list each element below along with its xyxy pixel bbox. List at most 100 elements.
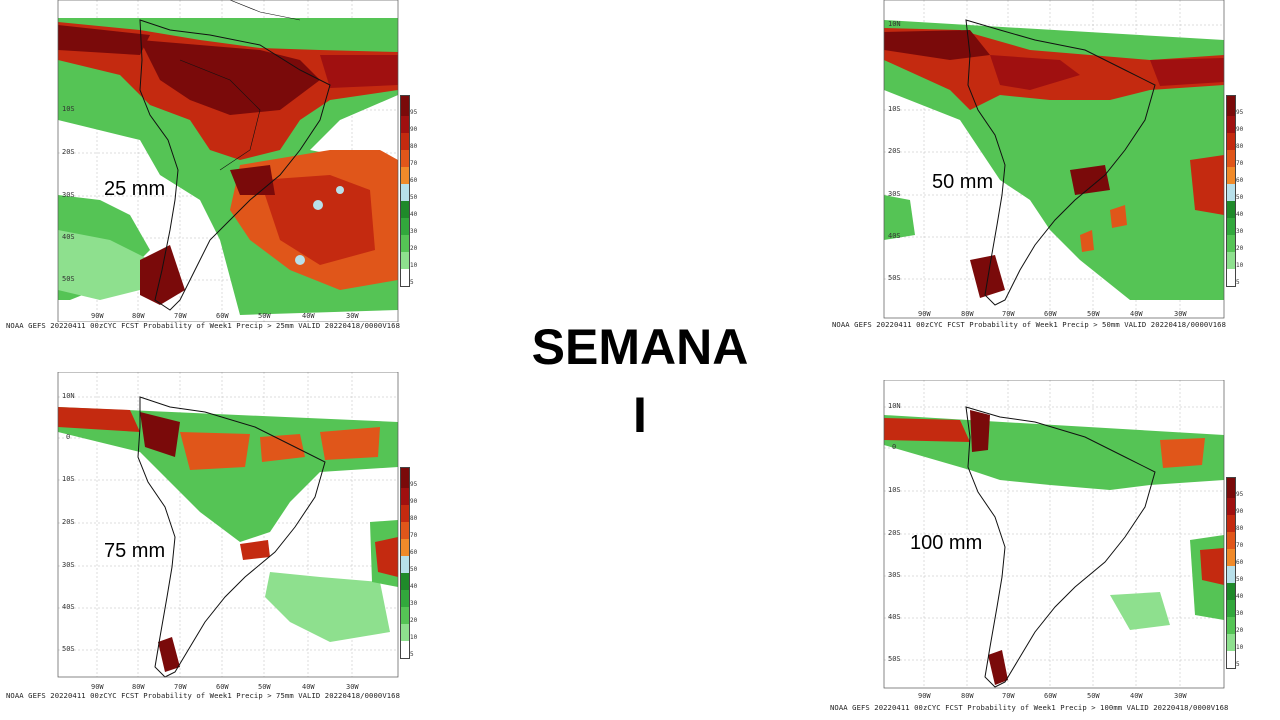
lat-label: 10S	[888, 105, 901, 113]
colorbar-tick: 30	[410, 600, 418, 607]
colorbar-ticks: 95 90 80 70 60 50 40 30 20 10 5	[1236, 95, 1256, 295]
colorbar-tick: 60	[410, 177, 418, 184]
lon-label: 60W	[1044, 310, 1057, 318]
lat-label: 30S	[888, 571, 901, 579]
colorbar-tick: 20	[1236, 627, 1244, 634]
colorbar-tick: 10	[410, 634, 418, 641]
lat-label: 10S	[888, 486, 901, 494]
lat-label: 40S	[888, 232, 901, 240]
lat-label: 50S	[888, 655, 901, 663]
colorbar-tick: 90	[410, 498, 418, 505]
colorbar-tick: 95	[410, 481, 418, 488]
lon-label: 60W	[1044, 692, 1057, 700]
colorbar-tick: 40	[410, 583, 418, 590]
threshold-label-50mm: 50 mm	[932, 171, 994, 193]
colorbar	[400, 95, 410, 287]
map-panel-50mm: 10N 10S 20S 30S 40S 50S 90W 80W 70W 60W …	[830, 0, 1280, 335]
colorbar-tick: 95	[1236, 491, 1244, 498]
lon-label: 70W	[174, 683, 187, 691]
colorbar-tick: 10	[410, 262, 418, 269]
lat-label: 40S	[888, 613, 901, 621]
lon-label: 50W	[258, 312, 271, 320]
lat-label: 10S	[62, 475, 75, 483]
colorbar-tick: 95	[1236, 109, 1244, 116]
map-caption: NOAA GEFS 20220411 00zCYC FCST Probabili…	[830, 703, 1229, 712]
lat-label: 0	[66, 433, 71, 441]
colorbar-tick: 20	[1236, 245, 1244, 252]
lon-label: 70W	[1002, 692, 1015, 700]
colorbar-tick: 90	[1236, 126, 1244, 133]
lon-label: 50W	[258, 683, 271, 691]
lat-label: 20S	[62, 148, 75, 156]
lon-label: 40W	[1130, 310, 1143, 318]
colorbar-tick: 80	[410, 515, 418, 522]
lat-label: 40S	[62, 603, 75, 611]
colorbar-ticks: 95 90 80 70 60 50 40 30 20 10 5	[410, 467, 430, 667]
colorbar	[400, 467, 410, 659]
lat-label: 30S	[62, 561, 75, 569]
lat-label: 30S	[62, 191, 75, 199]
map-caption: NOAA GEFS 20220411 00zCYC FCST Probabili…	[832, 320, 1227, 329]
lat-label: 10N	[888, 402, 901, 410]
colorbar-tick: 30	[410, 228, 418, 235]
lat-label: 50S	[888, 274, 901, 282]
colorbar-ticks: 95 90 80 70 60 50 40 30 20 10 5	[410, 95, 430, 295]
lat-label: 0	[892, 443, 897, 451]
colorbar-tick: 90	[1236, 508, 1244, 515]
week-title: SEMANA	[531, 319, 749, 375]
colorbar-tick: 30	[1236, 610, 1244, 617]
lat-label: 10N	[888, 20, 901, 28]
colorbar-tick: 40	[1236, 211, 1244, 218]
threshold-label-100mm: 100 mm	[910, 532, 983, 554]
precip-probability-map-100mm	[883, 380, 1225, 689]
precip-probability-map-25mm	[57, 0, 399, 322]
lon-label: 60W	[216, 683, 229, 691]
colorbar-tick: 50	[1236, 576, 1244, 583]
colorbar-tick: 30	[1236, 228, 1244, 235]
colorbar-tick: 70	[410, 160, 418, 167]
colorbar-tick: 70	[1236, 542, 1244, 549]
colorbar-tick: 70	[1236, 160, 1244, 167]
precip-probability-map-50mm	[883, 0, 1225, 319]
colorbar-tick: 5	[1236, 661, 1240, 668]
lon-label: 70W	[174, 312, 187, 320]
lon-label: 80W	[961, 310, 974, 318]
colorbar-tick: 10	[1236, 644, 1244, 651]
colorbar-tick: 40	[410, 211, 418, 218]
colorbar-tick: 5	[410, 279, 414, 286]
threshold-label-75mm: 75 mm	[104, 540, 166, 562]
lat-label: 50S	[62, 645, 75, 653]
lon-label: 90W	[91, 683, 104, 691]
lon-label: 70W	[1002, 310, 1015, 318]
colorbar	[1226, 95, 1236, 287]
colorbar-tick: 95	[410, 109, 418, 116]
colorbar-tick: 20	[410, 245, 418, 252]
week-number: I	[633, 387, 647, 443]
lon-label: 80W	[132, 683, 145, 691]
lat-label: 10N	[62, 392, 75, 400]
lon-label: 80W	[961, 692, 974, 700]
map-panel-25mm: 10S 20S 30S 40S 50S 90W 80W 70W 60W 50W …	[0, 0, 430, 335]
lat-label: 10S	[62, 105, 75, 113]
colorbar-tick: 90	[410, 126, 418, 133]
lon-label: 40W	[1130, 692, 1143, 700]
lon-label: 30W	[1174, 692, 1187, 700]
colorbar-tick: 60	[410, 549, 418, 556]
colorbar-tick: 50	[410, 194, 418, 201]
lat-label: 30S	[888, 190, 901, 198]
colorbar-tick: 70	[410, 532, 418, 539]
colorbar-tick: 80	[1236, 143, 1244, 150]
colorbar-tick: 80	[1236, 525, 1244, 532]
lon-label: 50W	[1087, 310, 1100, 318]
lon-label: 30W	[346, 312, 359, 320]
map-panel-75mm: 10N 0 10S 20S 30S 40S 50S 90W 80W 70W 60…	[0, 372, 430, 707]
lon-label: 90W	[918, 310, 931, 318]
lon-label: 90W	[91, 312, 104, 320]
map-caption: NOAA GEFS 20220411 00zCYC FCST Probabili…	[6, 691, 401, 700]
lat-label: 20S	[888, 529, 901, 537]
precip-probability-map-75mm	[57, 372, 399, 678]
colorbar-tick: 10	[1236, 262, 1244, 269]
lon-label: 60W	[216, 312, 229, 320]
lat-label: 20S	[888, 147, 901, 155]
colorbar-tick: 5	[1236, 279, 1240, 286]
